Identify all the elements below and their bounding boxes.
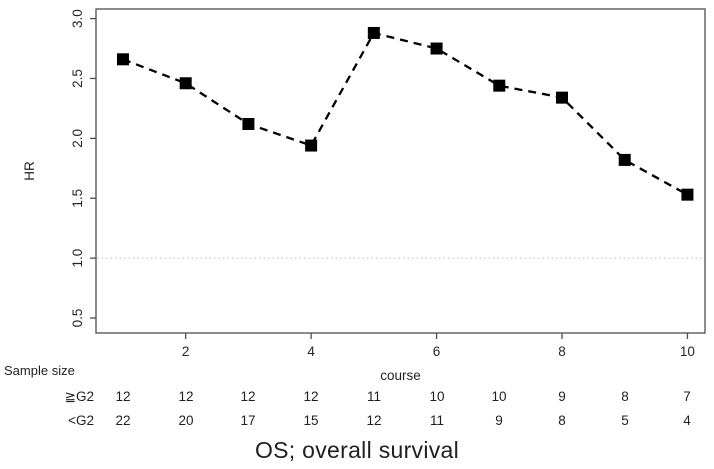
y-tick-label: 2.0	[70, 129, 85, 148]
sample-size-value-course-8: 9	[558, 389, 566, 404]
sample-size-value-course-7: 9	[495, 413, 503, 428]
x-tick-label: 4	[307, 344, 315, 359]
series-line	[122, 31, 688, 196]
sample-size-label: Sample size	[4, 363, 75, 378]
y-axis-label: HR	[22, 161, 37, 181]
sample-size-value-course-4: 12	[303, 389, 319, 404]
sample-size-value-course-8: 8	[558, 413, 566, 428]
sample-size-value-course-10: 4	[683, 413, 691, 428]
y-tick-label: 2.5	[70, 69, 85, 88]
sample-size-value-course-4: 15	[303, 413, 319, 428]
sample-size-value-course-1: 22	[115, 413, 131, 428]
sample-size-value-course-10: 7	[683, 389, 691, 404]
sample-size-value-course-3: 17	[240, 413, 256, 428]
sample-size-value-course-3: 12	[240, 389, 256, 404]
x-axis-label: course	[380, 368, 421, 383]
sample-size-value-course-5: 11	[366, 389, 381, 404]
y-tick-label: 1.0	[70, 249, 85, 268]
data-point-course-2	[179, 77, 192, 90]
x-tick-label: 10	[680, 344, 695, 359]
y-tick-label: 3.0	[70, 9, 85, 28]
data-point-course-1	[116, 53, 129, 66]
x-tick-label: 2	[182, 344, 190, 359]
y-tick-label: 1.5	[70, 189, 85, 208]
sample-size-value-course-7: 10	[491, 389, 507, 404]
sample-size-value-course-5: 12	[366, 413, 382, 428]
x-tick-label: 6	[433, 344, 441, 359]
sample-size-value-course-9: 5	[621, 413, 629, 428]
data-point-course-8	[556, 91, 569, 104]
data-point-course-4	[305, 139, 318, 152]
sample-size-value-course-2: 20	[178, 413, 194, 428]
sample-size-row-label-ge-g2: ≧G2	[64, 389, 94, 404]
data-point-course-7	[493, 79, 506, 92]
sample-size-value-course-6: 10	[429, 389, 445, 404]
hr-course-chart: 0.5 1.0 1.5 2.0 2.5 3.0 2 4 6 8 10	[70, 8, 706, 359]
sample-size-row-label-lt-g2: <G2	[68, 413, 94, 428]
data-point-course-9	[618, 153, 631, 166]
sample-size-value-course-6: 11	[429, 413, 444, 428]
sample-size-value-course-9: 8	[621, 389, 629, 404]
plot-border	[95, 8, 706, 334]
y-tick-label: 0.5	[70, 309, 85, 328]
data-point-course-10	[681, 188, 694, 201]
data-point-course-5	[367, 26, 380, 39]
figure-caption: OS; overall survival	[254, 437, 460, 463]
data-point-course-6	[430, 42, 443, 55]
sample-size-value-course-1: 12	[115, 389, 131, 404]
x-tick-label: 8	[558, 344, 566, 359]
data-point-course-3	[242, 117, 255, 130]
sample-size-value-course-2: 12	[178, 389, 194, 404]
